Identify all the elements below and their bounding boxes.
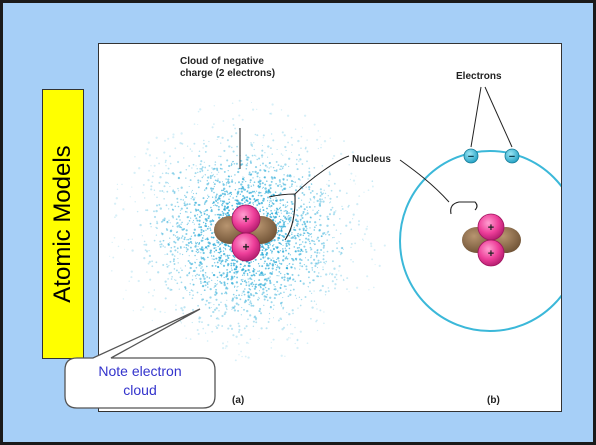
proton-sign: +	[242, 212, 249, 226]
cloud-label-line-2: charge (2 electrons)	[180, 68, 275, 80]
callout-note: Note electron cloud	[65, 358, 215, 408]
atomic-models-figure: + + − − +	[98, 43, 562, 412]
electrons-leader-lines	[471, 87, 512, 147]
electrons-label: Electrons	[456, 71, 502, 83]
electron-sign: −	[468, 151, 474, 163]
electron-sign: −	[509, 151, 515, 163]
callout-line-2: cloud	[65, 381, 215, 400]
figure-graphics: + + − − +	[99, 44, 561, 411]
callout-line-1: Note electron	[65, 362, 215, 381]
panel-b-label: (b)	[487, 395, 500, 407]
nucleus-b: + +	[462, 214, 521, 266]
callout-text: Note electron cloud	[65, 362, 215, 400]
nucleus-leader-line-b	[400, 160, 449, 202]
nucleus-label: Nucleus	[352, 154, 391, 166]
nucleus-bracket-b	[451, 202, 477, 214]
side-title: Atomic Models	[49, 145, 77, 302]
proton-sign: +	[488, 248, 494, 260]
proton-sign: +	[242, 240, 249, 254]
side-title-box: Atomic Models	[42, 89, 84, 359]
proton-sign: +	[488, 222, 494, 234]
panel-a-label: (a)	[232, 395, 244, 407]
cloud-label: Cloud of negative charge (2 electrons)	[180, 56, 275, 80]
cloud-label-line-1: Cloud of negative	[180, 56, 275, 68]
